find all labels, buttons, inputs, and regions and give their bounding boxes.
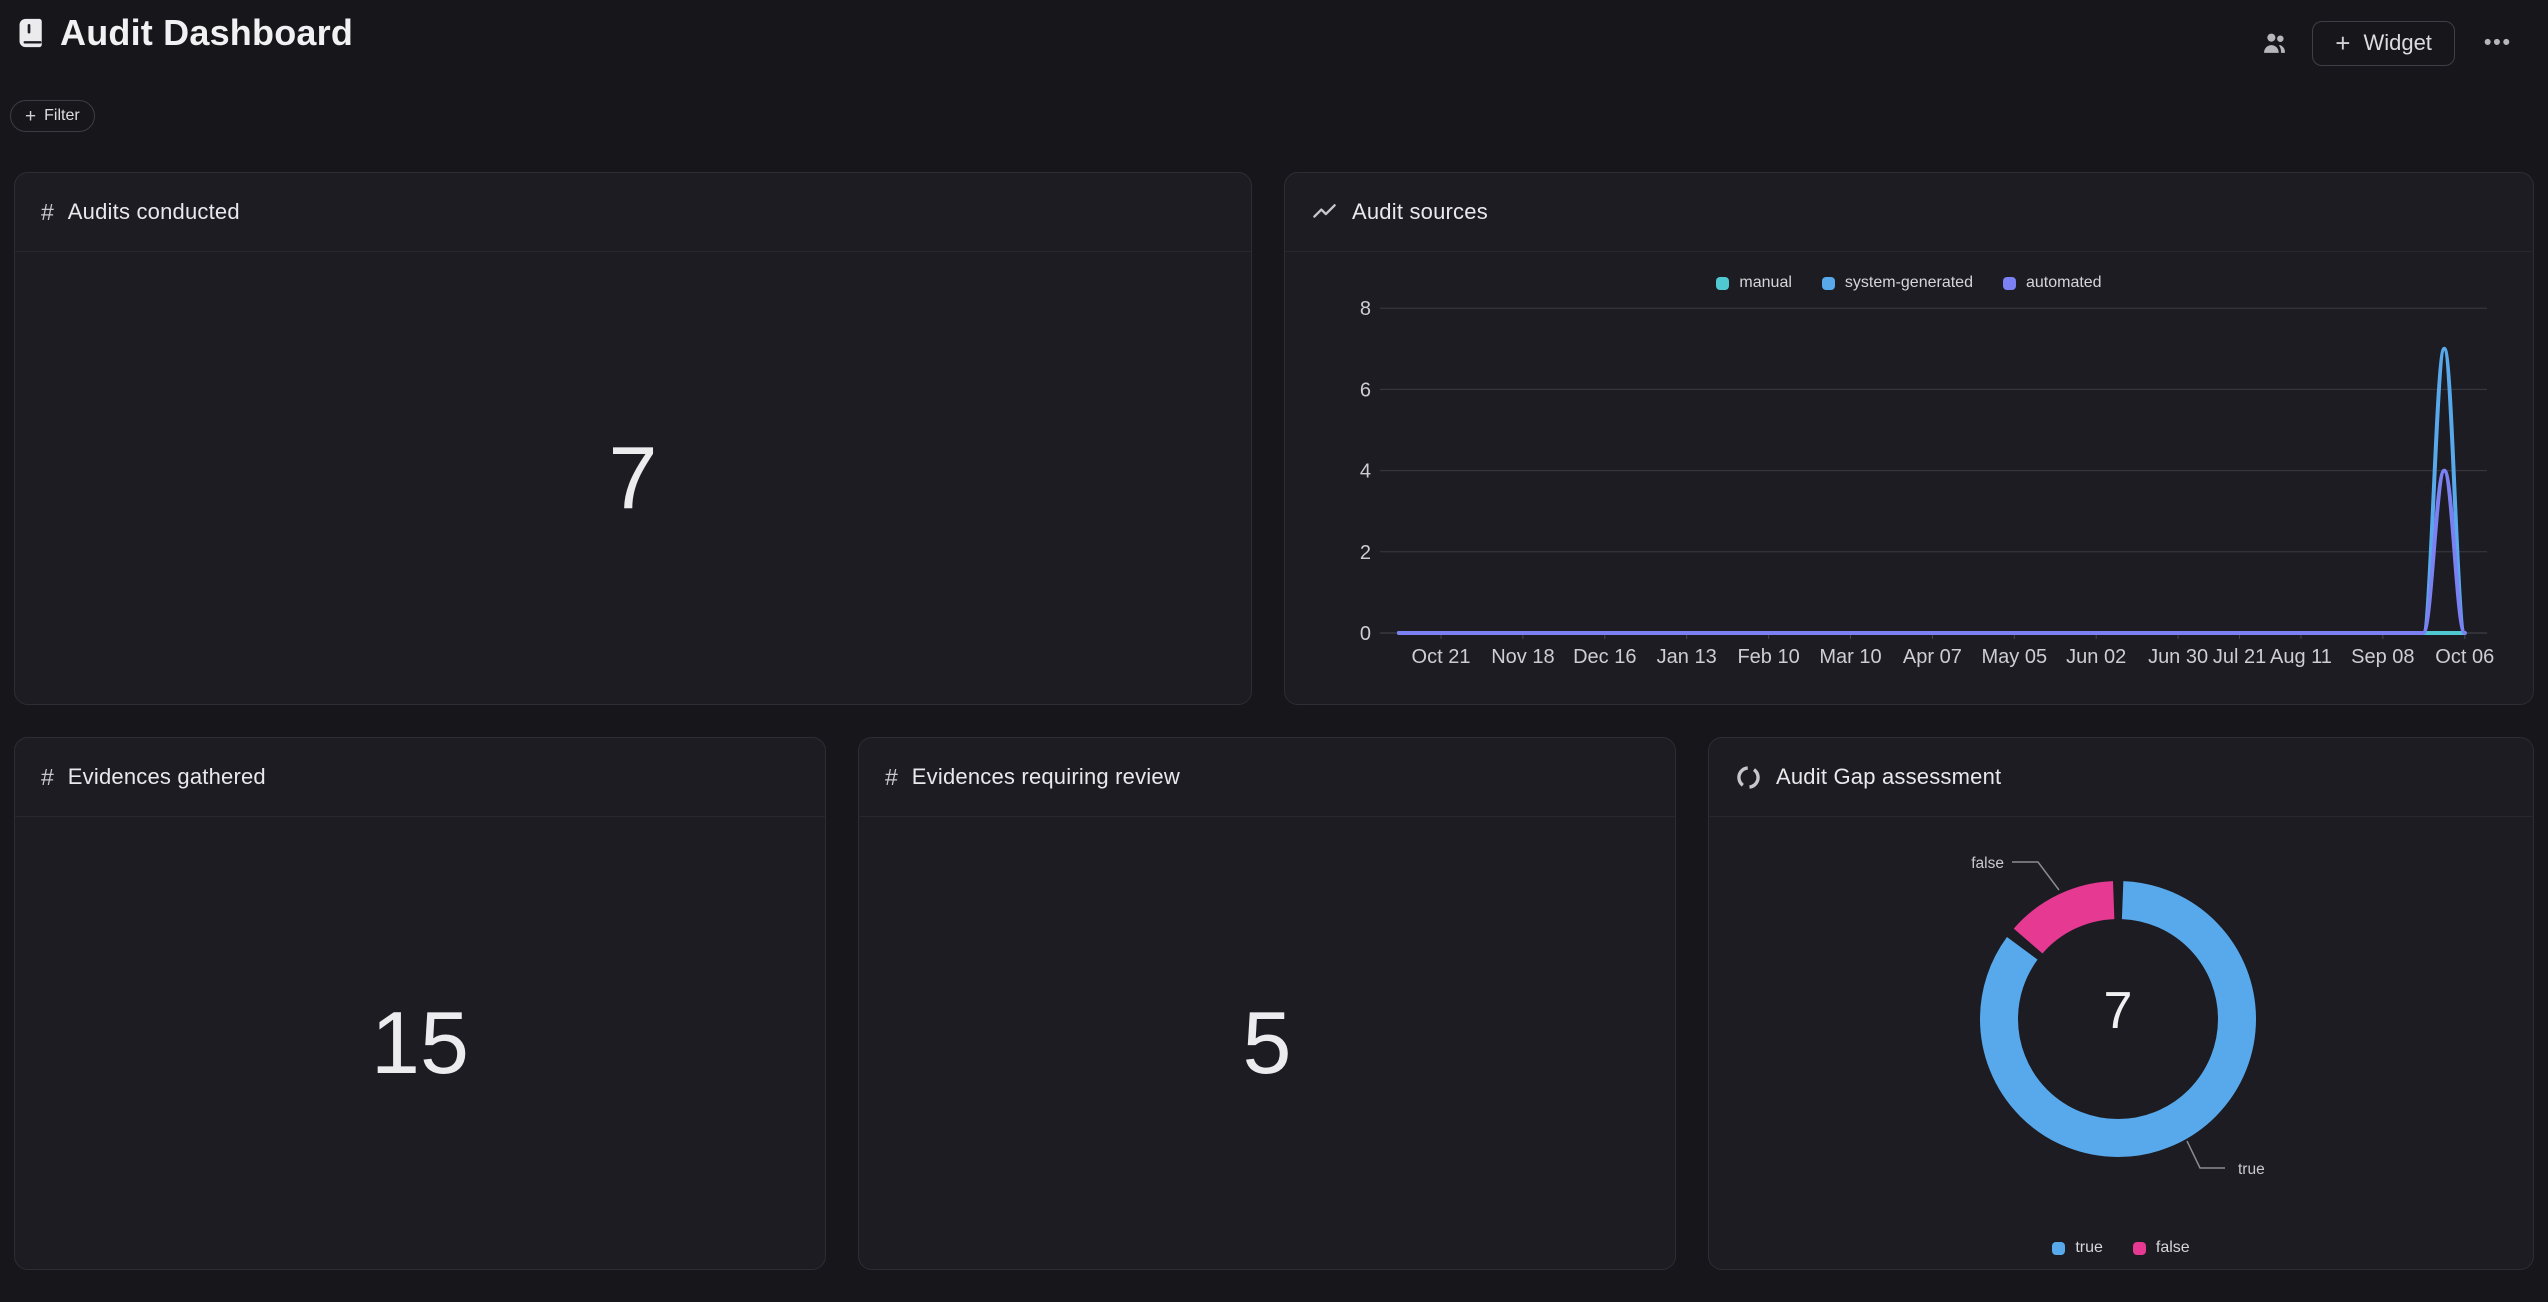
legend-label-manual: manual: [1739, 274, 1792, 291]
card-evidences-gathered: # Evidences gathered 15: [14, 737, 826, 1270]
x-tick-label: Jun 02: [2066, 646, 2126, 668]
x-tick-label: Apr 07: [1903, 646, 1962, 668]
plus-icon: +: [2335, 28, 2351, 58]
audits-conducted-value: 7: [608, 428, 658, 527]
evidences-requiring-review-value: 5: [1242, 993, 1292, 1092]
trending-line-icon: [1311, 199, 1338, 226]
y-tick-label: 2: [1360, 542, 1371, 564]
card-header: # Evidences requiring review: [859, 738, 1675, 817]
hash-icon: #: [41, 198, 54, 225]
card-title-audit-sources: Audit sources: [1352, 199, 1488, 224]
legend-item-manual[interactable]: manual: [1716, 274, 1792, 292]
card-header: Audit Gap assessment: [1709, 738, 2533, 817]
legend-label-system-generated: system-generated: [1844, 274, 1973, 291]
legend-swatch-automated: [2002, 276, 2016, 290]
x-tick-label: May 05: [1982, 646, 2048, 668]
card-title-audits-conducted: Audits conducted: [67, 199, 240, 224]
hash-icon: #: [41, 763, 54, 790]
x-tick-label: Sep 08: [2351, 646, 2414, 668]
x-tick-label: Oct 06: [2435, 646, 2494, 668]
audit-sources-chart-area: manual system-generated automated 0 2 4 6 8 O…: [1285, 252, 2533, 704]
card-title-evidences-requiring-review: Evidences requiring review: [911, 764, 1180, 789]
x-tick-label: Jul 21: [2213, 646, 2266, 668]
card-audit-sources: Audit sources manual system-generated au…: [1284, 172, 2534, 705]
card-title-evidences-gathered: Evidences gathered: [67, 764, 266, 789]
title-wrap: Audit Dashboard: [13, 12, 353, 54]
gap-donut-plot: false true: [1971, 855, 2265, 1178]
filter-button[interactable]: + Filter: [10, 100, 95, 132]
x-tick-label: Nov 18: [1491, 646, 1554, 668]
app-header: Audit Dashboard + Widget •••: [0, 0, 2548, 88]
donut-chart-icon: [1735, 764, 1762, 791]
evidences-gathered-value: 15: [371, 993, 469, 1092]
page-title: Audit Dashboard: [60, 12, 354, 53]
y-tick-label: 0: [1360, 623, 1371, 645]
callout-line-true: [2186, 1140, 2225, 1169]
more-menu-button[interactable]: •••: [2478, 30, 2518, 56]
x-tick-label: Aug 11: [2270, 646, 2332, 668]
card-audit-gap-assessment: Audit Gap assessment false true 7 true fa…: [1708, 737, 2534, 1270]
header-actions: + Widget •••: [2260, 10, 2518, 76]
hash-icon: #: [885, 763, 898, 790]
x-tick-label: Oct 21: [1412, 646, 1471, 668]
x-tick-label: Dec 16: [1573, 646, 1636, 668]
x-tick-label: Jan 13: [1657, 646, 1717, 668]
gap-donut-center-value: 7: [2103, 982, 2133, 1040]
callout-label-true: true: [2238, 1161, 2265, 1178]
add-widget-button[interactable]: + Widget: [2312, 20, 2455, 66]
y-tick-label: 6: [1360, 379, 1371, 401]
legend-label-false: false: [2155, 1239, 2190, 1256]
callout-label-false: false: [1971, 855, 2004, 872]
gap-donut-legend: true false: [1709, 1239, 2533, 1257]
filter-label: Filter: [44, 107, 80, 124]
callout-line-false: [2012, 861, 2060, 891]
legend-swatch-false: [2132, 1241, 2146, 1255]
users-button[interactable]: [2260, 31, 2289, 56]
legend-label-automated: automated: [2025, 274, 2102, 291]
card-header: Audit sources: [1285, 173, 2533, 252]
audit-sources-plot: 0 2 4 6 8 Oct 21 Nov 18 Dec 16 Jan 13 Feb 10 Mar 1…: [1360, 298, 2494, 668]
x-tick-label: Feb 10: [1737, 646, 1799, 668]
legend-swatch-manual: [1716, 276, 1730, 290]
plus-icon: +: [25, 105, 37, 127]
series-line-automated: [1397, 468, 2467, 635]
card-header: # Evidences gathered: [15, 738, 825, 817]
series-line-system-generated: [1397, 346, 2467, 635]
legend-swatch-true: [2052, 1241, 2066, 1255]
book-icon: [13, 16, 47, 50]
card-header: # Audits conducted: [15, 173, 1251, 252]
add-widget-label: Widget: [2363, 30, 2432, 55]
donut-slice-true: [1980, 881, 2256, 1157]
card-title-audit-gap: Audit Gap assessment: [1776, 764, 2002, 789]
x-tick-label: Jun 30: [2148, 646, 2208, 668]
y-tick-label: 8: [1360, 298, 1371, 320]
card-evidences-requiring-review: # Evidences requiring review 5: [858, 737, 1676, 1270]
legend-item-automated[interactable]: automated: [2002, 274, 2102, 292]
legend-swatch-system-generated: [1821, 276, 1835, 290]
legend-label-true: true: [2075, 1239, 2103, 1256]
legend-item-system-generated[interactable]: system-generated: [1821, 274, 1973, 292]
x-tick-label: Mar 10: [1819, 646, 1881, 668]
audit-sources-legend: manual system-generated automated: [1285, 274, 2533, 292]
legend-item-true[interactable]: true: [2052, 1239, 2103, 1257]
audit-gap-chart-area: false true 7 true false: [1709, 817, 2533, 1269]
card-audits-conducted: # Audits conducted 7: [14, 172, 1252, 705]
y-tick-label: 4: [1360, 461, 1371, 483]
legend-item-false[interactable]: false: [2132, 1239, 2190, 1257]
